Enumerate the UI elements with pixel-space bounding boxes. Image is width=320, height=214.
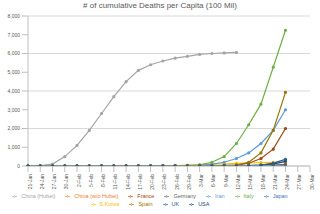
svg-text:27-Jan: 27-Jan <box>51 174 57 190</box>
svg-text:14-Feb: 14-Feb <box>125 174 131 190</box>
svg-text:18-Mar: 18-Mar <box>260 174 266 190</box>
svg-text:11-Feb: 11-Feb <box>112 174 118 190</box>
html-text:France: France <box>137 193 155 199</box>
svg-text:2,000: 2,000 <box>8 125 20 131</box>
svg-text:21-Jan: 21-Jan <box>27 174 33 190</box>
svg-text:7,000: 7,000 <box>8 32 20 38</box>
svg-text:26-Feb: 26-Feb <box>174 174 180 190</box>
svg-text:17-Feb: 17-Feb <box>137 174 143 190</box>
html-text:Japan: Japan <box>272 193 288 199</box>
svg-text:23-Feb: 23-Feb <box>161 174 167 190</box>
svg-text:5-Feb: 5-Feb <box>88 174 94 187</box>
svg-text:8-Feb: 8-Feb <box>100 174 106 187</box>
svg-text:8,000: 8,000 <box>8 13 20 19</box>
svg-text:24-Jan: 24-Jan <box>39 174 45 190</box>
html-text:Germany: Germany <box>173 193 197 199</box>
html-text:S.Korea: S.Korea <box>99 201 120 207</box>
svg-text:2-Feb: 2-Feb <box>76 174 82 187</box>
svg-text:4,000: 4,000 <box>8 88 20 94</box>
svg-text:20-Feb: 20-Feb <box>149 174 155 190</box>
svg-text:6-Mar: 6-Mar <box>210 174 216 187</box>
svg-text:12-Mar: 12-Mar <box>235 174 241 190</box>
svg-text:5,000: 5,000 <box>8 69 20 75</box>
svg-text:0: 0 <box>17 163 20 169</box>
svg-text:30-Mar: 30-Mar <box>309 174 312 190</box>
svg-text:29-Feb: 29-Feb <box>186 174 192 190</box>
html-text:Italy: Italy <box>243 193 254 199</box>
svg-text:3,000: 3,000 <box>8 107 20 113</box>
html-text:Spain: Spain <box>138 201 153 207</box>
html-text:Iran: Iran <box>215 193 225 199</box>
svg-text:30-Jan: 30-Jan <box>63 174 69 190</box>
svg-text:27-Mar: 27-Mar <box>296 174 302 190</box>
svg-text:3-Mar: 3-Mar <box>198 174 204 187</box>
svg-text:24-Mar: 24-Mar <box>284 174 290 190</box>
html-text:China (w/o Hubei): China (w/o Hubei) <box>74 193 119 199</box>
html-text:China (Hubei): China (Hubei) <box>21 193 56 199</box>
html-text:# of cumulative Deaths per Cap: # of cumulative Deaths per Capita (100 M… <box>83 1 237 10</box>
svg-text:21-Mar: 21-Mar <box>272 174 278 190</box>
svg-text:1,000: 1,000 <box>8 144 20 150</box>
svg-text:6,000: 6,000 <box>8 50 20 56</box>
html-text:UK: UK <box>171 201 180 207</box>
svg-text:15-Mar: 15-Mar <box>247 174 253 190</box>
svg-text:9-Mar: 9-Mar <box>223 174 229 187</box>
html-text:USA: USA <box>198 201 210 207</box>
